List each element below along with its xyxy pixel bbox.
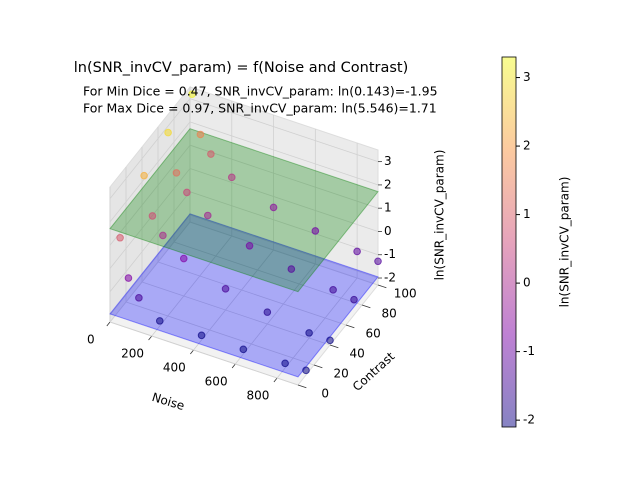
grid-line bbox=[189, 121, 379, 186]
grid-line bbox=[189, 98, 379, 163]
point bbox=[374, 257, 382, 266]
grid-line bbox=[109, 121, 191, 223]
grid-line bbox=[189, 214, 379, 279]
point bbox=[269, 203, 278, 212]
point bbox=[164, 128, 172, 137]
tick-mark bbox=[148, 335, 153, 341]
y-tick-label: 0 bbox=[321, 387, 329, 401]
z-tick-label: 2 bbox=[384, 177, 392, 191]
point bbox=[196, 130, 205, 139]
x-tick-label: 400 bbox=[163, 361, 186, 375]
tick-mark bbox=[313, 364, 323, 369]
grid-line bbox=[125, 301, 315, 366]
colorbar-tick-label: 0 bbox=[523, 276, 531, 290]
tick-mark bbox=[329, 344, 339, 349]
colorbar bbox=[501, 56, 517, 428]
point bbox=[239, 345, 248, 354]
colorbar-tick-label: -1 bbox=[523, 344, 535, 358]
colorbar-tick-label: 1 bbox=[523, 207, 531, 221]
point bbox=[140, 171, 148, 180]
y-tick-label: 20 bbox=[334, 367, 349, 381]
point bbox=[227, 173, 236, 182]
point bbox=[148, 212, 157, 220]
point bbox=[305, 329, 313, 337]
tick-mark bbox=[361, 304, 371, 309]
annotation: For Max Dice = 0.97, SNR_invCV_param: ln… bbox=[83, 101, 437, 116]
point bbox=[311, 227, 320, 235]
grid-line bbox=[189, 221, 379, 286]
z-tick-label: -2 bbox=[384, 271, 396, 285]
grid-line bbox=[109, 191, 191, 292]
grid-line bbox=[189, 168, 379, 232]
grid-line bbox=[109, 214, 191, 316]
point bbox=[155, 317, 164, 325]
tick-mark bbox=[377, 284, 387, 289]
point bbox=[245, 241, 254, 250]
grid-line bbox=[193, 249, 274, 351]
point bbox=[353, 247, 361, 256]
z-axis-label: ln(SNR_invCV_param) bbox=[433, 150, 447, 281]
point bbox=[281, 359, 289, 368]
chart-title: ln(SNR_invCV_param) = f(Noise and Contra… bbox=[74, 60, 409, 76]
y-tick-label: 80 bbox=[382, 307, 397, 321]
x-tick-label: 600 bbox=[205, 375, 228, 389]
point bbox=[350, 295, 358, 304]
grid-line bbox=[109, 221, 191, 323]
point bbox=[172, 169, 181, 177]
point bbox=[326, 336, 334, 345]
point bbox=[179, 254, 188, 263]
x-tick-label: 0 bbox=[87, 333, 95, 347]
grid-line bbox=[235, 263, 316, 365]
grid-line bbox=[109, 321, 299, 386]
annotation: For Min Dice = 0.47, SNR_invCV_param: ln… bbox=[83, 84, 438, 99]
point bbox=[159, 231, 167, 240]
tick-mark bbox=[190, 349, 194, 355]
x-axis-label: Noise bbox=[150, 390, 186, 413]
point bbox=[207, 150, 215, 158]
tick-mark bbox=[231, 363, 236, 369]
point bbox=[287, 265, 296, 273]
z-tick-label: 1 bbox=[384, 201, 392, 215]
z-tick-label: 0 bbox=[384, 224, 392, 238]
grid-line bbox=[173, 241, 363, 306]
point bbox=[124, 274, 133, 282]
grid-line bbox=[157, 261, 347, 326]
grid-line bbox=[151, 235, 233, 337]
grid-line bbox=[109, 144, 191, 246]
tick-mark bbox=[106, 321, 111, 327]
y-tick-label: 100 bbox=[394, 287, 417, 301]
y-tick-label: 40 bbox=[350, 347, 365, 361]
colorbar-label: ln(SNR_invCV_param) bbox=[558, 177, 572, 308]
grid-line bbox=[109, 98, 191, 199]
point bbox=[302, 366, 310, 375]
point bbox=[263, 308, 272, 316]
point bbox=[203, 211, 212, 220]
z-tick-label: 3 bbox=[384, 154, 392, 168]
point bbox=[183, 188, 191, 197]
point bbox=[221, 285, 230, 293]
point bbox=[135, 294, 143, 302]
y-tick-label: 60 bbox=[366, 327, 381, 341]
x-tick-label: 200 bbox=[121, 347, 144, 361]
x-tick-label: 800 bbox=[246, 389, 269, 403]
grid-line bbox=[189, 144, 379, 209]
colorbar-tick-label: 2 bbox=[523, 139, 531, 153]
tick-mark bbox=[297, 384, 307, 389]
z-tick-label: -1 bbox=[384, 247, 396, 261]
tick-mark bbox=[345, 324, 355, 329]
tick-mark bbox=[273, 377, 278, 383]
point bbox=[188, 90, 196, 99]
grid-line bbox=[141, 281, 331, 346]
colorbar-tick-label: 3 bbox=[523, 70, 531, 84]
point bbox=[329, 286, 337, 294]
point bbox=[197, 331, 206, 340]
point bbox=[116, 233, 124, 242]
grid-line bbox=[276, 277, 358, 379]
grid-line bbox=[189, 191, 379, 256]
colorbar-tick-label: -2 bbox=[523, 413, 535, 427]
